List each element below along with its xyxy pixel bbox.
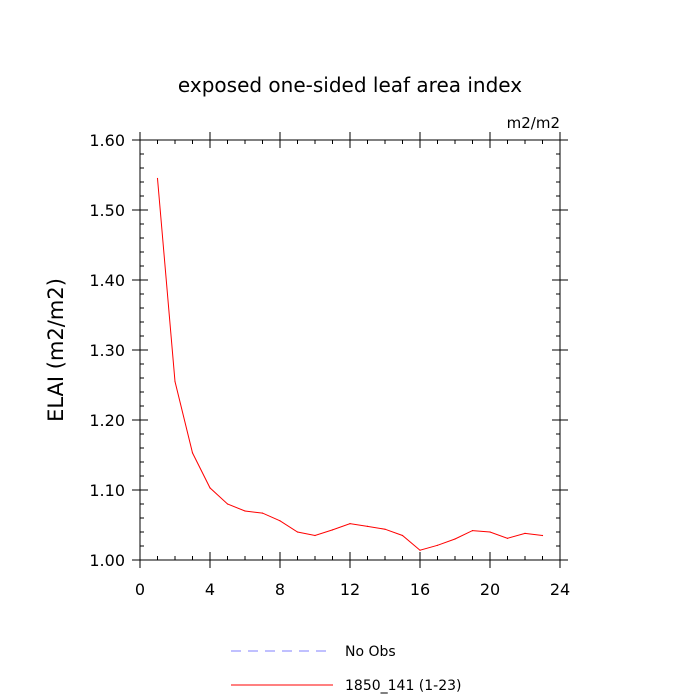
data-point xyxy=(436,544,439,546)
plot-frame xyxy=(139,139,561,561)
x-tick-label: 20 xyxy=(480,580,500,599)
data-point xyxy=(489,531,491,533)
x-tick-label: 8 xyxy=(275,580,285,599)
y-tick-label: 1.20 xyxy=(89,411,125,430)
data-point xyxy=(191,452,194,454)
data-point xyxy=(331,529,334,531)
data-point xyxy=(349,523,351,525)
data-point xyxy=(279,520,281,522)
y-tick-label: 1.50 xyxy=(89,201,125,220)
x-tick-label: 24 xyxy=(550,580,570,599)
y-axis-label: ELAI (m2/m2) xyxy=(44,278,68,422)
y-tick-label: 1.10 xyxy=(89,481,125,500)
y-tick-label: 1.00 xyxy=(89,551,125,570)
x-tick-label: 0 xyxy=(135,580,145,599)
legend: No Obs 1850_141 (1-23) xyxy=(231,644,462,694)
axis-ticks xyxy=(132,132,568,568)
data-point xyxy=(314,534,316,537)
data-point xyxy=(506,537,509,539)
data-point xyxy=(471,530,474,532)
units-label: m2/m2 xyxy=(507,114,560,132)
series-line xyxy=(157,178,543,551)
data-point xyxy=(541,534,544,537)
data-point xyxy=(209,487,211,489)
x-tick-label: 16 xyxy=(410,580,430,599)
series-group xyxy=(156,177,544,551)
data-point xyxy=(244,510,246,512)
x-tick-label: 4 xyxy=(205,580,215,599)
data-point xyxy=(156,177,159,180)
x-tick-label: 12 xyxy=(340,580,360,599)
y-tick-label: 1.30 xyxy=(89,341,125,360)
data-point xyxy=(226,503,229,505)
legend-label: 1850_141 (1-23) xyxy=(345,678,462,694)
legend-label: No Obs xyxy=(345,644,396,660)
tick-labels: 0 4 8 12 16 20 24 1.00 1.10 1.20 1.30 1.40 1.50 1.60 xyxy=(89,131,570,599)
data-point xyxy=(454,538,456,540)
data-point xyxy=(366,525,369,528)
data-point xyxy=(174,380,176,383)
data-point xyxy=(401,534,404,537)
y-tick-label: 1.40 xyxy=(89,271,125,290)
y-tick-label: 1.60 xyxy=(89,131,125,150)
data-point xyxy=(419,549,421,551)
data-point xyxy=(524,532,526,535)
chart-title: exposed one-sided leaf area index xyxy=(178,73,522,97)
data-point xyxy=(384,528,386,530)
data-point xyxy=(261,512,264,514)
data-point xyxy=(296,531,299,533)
